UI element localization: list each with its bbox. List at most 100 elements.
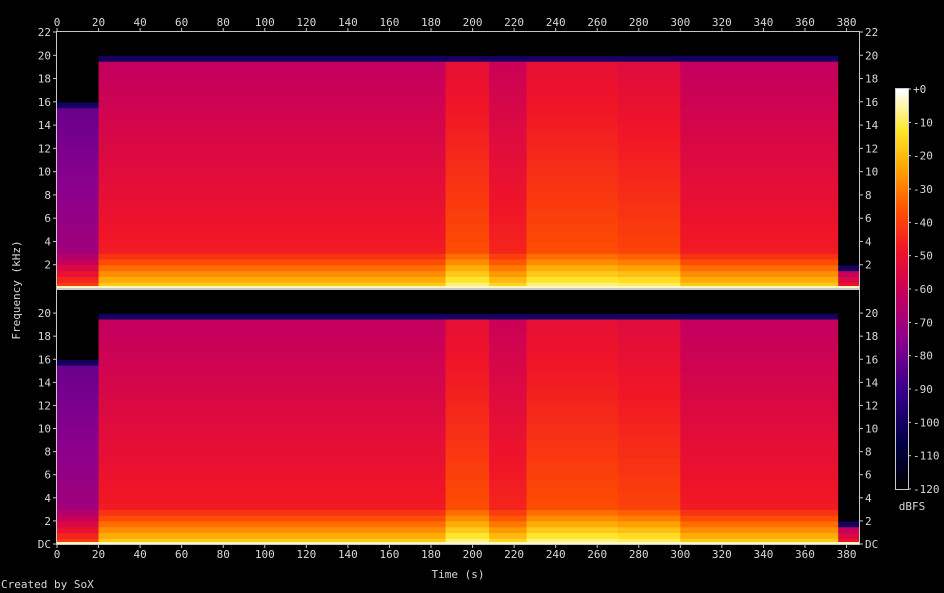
spectrogram-cell — [617, 194, 681, 202]
y-tick-label: 20 — [38, 49, 51, 62]
spectrogram-cell — [617, 189, 681, 196]
colorbar-tick-label: -120 — [913, 483, 940, 496]
spectrogram-cell — [838, 324, 860, 332]
spectrogram-cell — [98, 113, 447, 120]
spectrogram-cell — [98, 55, 447, 62]
spectrogram-cell — [617, 341, 681, 349]
colorbar-swatch — [896, 172, 908, 177]
colorbar-swatch — [896, 262, 908, 267]
colorbar-swatch — [896, 395, 908, 400]
spectrogram-cell — [526, 376, 619, 383]
y-tick-label: 4 — [865, 492, 872, 505]
colorbar-swatch — [896, 322, 908, 327]
colorbar-swatch — [896, 252, 908, 257]
spectrogram-cell — [526, 183, 619, 190]
spectrogram-cell — [489, 445, 528, 453]
spectrogram-cell — [838, 318, 860, 326]
spectrogram-cell — [680, 336, 839, 343]
colorbar-swatch — [896, 135, 908, 140]
spectrogram-cell — [98, 382, 447, 389]
colorbar-swatch — [896, 159, 908, 163]
spectrogram-cell — [680, 457, 839, 464]
colorbar-tick-label: -110 — [913, 450, 940, 463]
spectrogram-cell — [838, 119, 860, 126]
spectrogram-cell — [680, 318, 839, 326]
colorbar-tick-label: -50 — [913, 250, 933, 263]
spectrogram-cell — [489, 189, 528, 196]
spectrogram-cell — [617, 264, 681, 272]
spectrogram-cell — [680, 353, 839, 360]
x-tick-label: 160 — [379, 548, 399, 561]
spectrogram-cell — [445, 451, 490, 459]
spectrogram-cell — [526, 468, 619, 476]
spectrogram-cell — [838, 282, 860, 289]
spectrogram-cell — [617, 165, 681, 173]
colorbar-swatch — [896, 372, 908, 377]
spectrogram-cell — [617, 270, 681, 277]
spectrogram-cell — [57, 353, 100, 360]
spectrogram-cell — [617, 200, 681, 208]
spectrogram-cell — [489, 538, 528, 545]
spectrogram-cell — [489, 49, 528, 56]
spectrogram-cell — [445, 509, 490, 516]
spectrogram-cell — [98, 347, 447, 355]
spectrogram-cell — [617, 66, 681, 74]
spectrogram-cell — [57, 84, 100, 91]
spectrogram-cell — [617, 520, 681, 528]
spectrogram-cell — [98, 336, 447, 343]
spectrogram-cell — [617, 388, 681, 395]
spectrogram-cell — [489, 229, 528, 237]
spectrogram-cell — [838, 90, 860, 97]
spectrogram-cell — [680, 119, 839, 126]
y-tick-label: 12 — [865, 399, 878, 412]
colorbar-label: dBFS — [899, 500, 926, 513]
spectrogram-cell — [57, 388, 100, 395]
spectrogram-cell — [526, 492, 619, 499]
y-tick-label: 16 — [865, 96, 878, 109]
colorbar-swatch — [896, 92, 908, 97]
spectrogram-cell — [838, 253, 860, 260]
spectrogram-cell — [838, 229, 860, 237]
colorbar-swatch — [896, 122, 908, 127]
spectrogram-cell — [617, 457, 681, 464]
spectrogram-cell — [445, 393, 490, 401]
spectrogram-cell — [57, 307, 100, 314]
spectrogram-cell — [57, 515, 100, 522]
spectrogram-cell — [680, 32, 839, 39]
spectrogram-cell — [617, 301, 681, 308]
spectrogram-cell — [57, 336, 100, 343]
spectrogram-cell — [57, 49, 100, 56]
spectrogram-cell — [445, 264, 490, 272]
spectrogram-cell — [57, 90, 100, 97]
spectrogram-cell — [680, 480, 839, 487]
spectrogram-cell — [489, 365, 528, 372]
colorbar-swatch — [896, 249, 908, 253]
colorbar-swatch — [896, 379, 908, 383]
spectrogram-cell — [617, 538, 681, 545]
spectrogram-cell — [526, 101, 619, 109]
spectrogram-cell — [57, 78, 100, 85]
spectrogram-cell — [489, 313, 528, 320]
y-tick-label: 20 — [38, 307, 51, 320]
spectrogram-cell — [57, 264, 100, 272]
spectrogram-cell — [57, 422, 100, 430]
spectrogram-cell — [680, 359, 839, 366]
created-by-credit: Created by SoX — [1, 578, 94, 591]
spectrogram-cell — [57, 229, 100, 237]
spectrogram-cell — [526, 119, 619, 126]
spectrogram-cell — [98, 376, 447, 383]
colorbar-swatch — [896, 315, 908, 320]
spectrogram-cell — [526, 474, 619, 482]
spectrogram-cell — [98, 154, 447, 161]
colorbar: +0 -10 -20 -30 -40 -50 -60 -70 -80 -90 -100 -110 -12… — [895, 83, 940, 496]
y-tick-label: 10 — [38, 423, 51, 436]
spectrogram-cell — [98, 212, 447, 219]
spectrogram-cell — [617, 96, 681, 103]
spectrogram-cell — [445, 148, 490, 155]
spectrogram-cell — [98, 399, 447, 407]
spectrogram-cell — [680, 183, 839, 190]
colorbar-swatch — [896, 242, 908, 247]
colorbar-swatch — [896, 139, 908, 143]
spectrogram-cell — [680, 526, 839, 534]
colorbar-tick-label: -40 — [913, 216, 933, 229]
